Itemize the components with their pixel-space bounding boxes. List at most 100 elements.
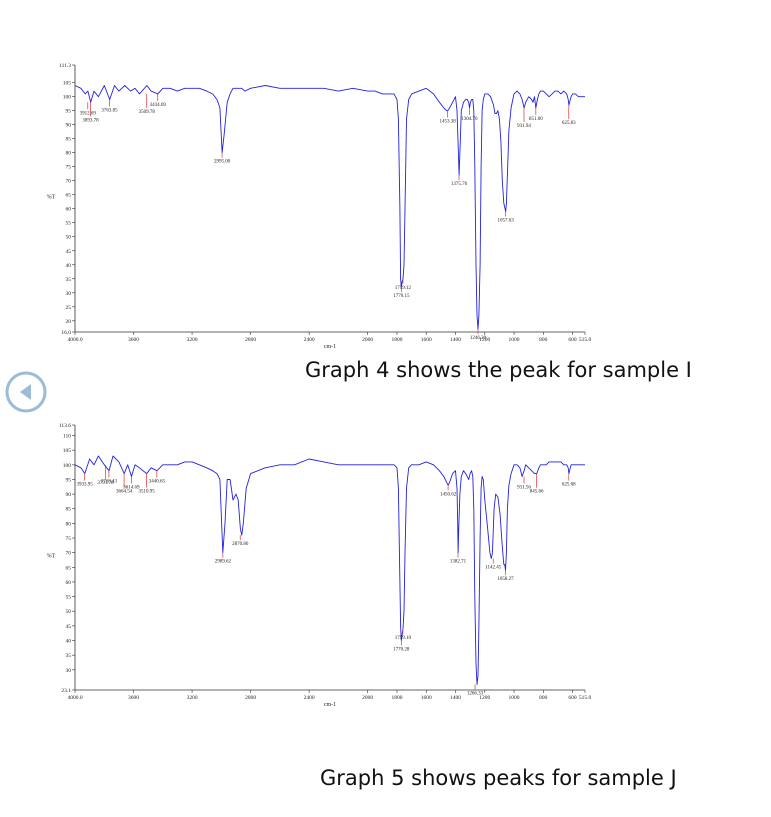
peak-label: 1304.70 [461, 117, 478, 122]
peak-label: 3440.65 [149, 480, 166, 485]
y-tick-label: 65 [66, 565, 72, 571]
peak-label: 851.00 [529, 117, 543, 122]
peak-label: 1453.38 [440, 120, 457, 125]
x-tick-label: 1600 [421, 695, 432, 701]
y-axis-label: %T [47, 554, 56, 560]
x-tick-label: 515.0 [579, 695, 592, 701]
y-tick-label: 60 [66, 207, 72, 213]
peak-label: 1142.45 [485, 566, 502, 571]
peak-label: 3763.85 [101, 108, 118, 113]
peak-label: 3509.78 [139, 110, 156, 115]
spectrum-chart-graph-5: 23.1 30 35 40 45 50 55 60 65 70 75 80 85 90 95 100 105 11… [0, 410, 771, 720]
caption-graph-4: Graph 4 shows the peak for sample I [305, 358, 692, 382]
y-tick-label: 105 [63, 81, 72, 87]
peak-label: 3510.95 [138, 490, 155, 495]
peak-label: 3893.78 [82, 118, 99, 123]
x-tick-label: 800 [539, 337, 548, 343]
y-tick-label: 23.1 [61, 688, 71, 694]
y-tick-label: 90 [66, 123, 72, 129]
peak-label: 931.94 [517, 124, 531, 129]
x-tick-label: 1600 [421, 337, 432, 343]
circle-left-arrow-icon [5, 371, 47, 413]
peak-label: 1770.28 [393, 648, 410, 653]
x-tick-label: 3600 [128, 337, 139, 343]
y-tick-label: 55 [66, 595, 72, 601]
peak-label: 1759.12 [395, 286, 412, 291]
peak-label: 3933.95 [77, 483, 94, 488]
peak-label: 1057.63 [497, 219, 514, 224]
y-tick-label: 50 [66, 609, 72, 615]
y-tick-label: 65 [66, 193, 72, 199]
x-tick-label: 1800 [391, 337, 402, 343]
peak-label: 845.66 [530, 490, 544, 495]
y-tick-label: 16.0 [61, 330, 71, 336]
y-tick-label: 30 [66, 668, 72, 674]
peak-label: 3664.54 [116, 490, 133, 495]
peak-label: 2870.86 [232, 542, 249, 547]
y-tick-label: 85 [66, 137, 72, 143]
spectrum-plot-1: 16.0 20 25 30 35 40 45 50 55 60 65 70 75 80 85 90 95 100 1… [47, 63, 592, 350]
y-tick-label: 90 [66, 492, 72, 498]
peak-label: 3614.69 [123, 486, 140, 491]
peak-label: 3912.69 [80, 111, 97, 116]
peak-label: 1058.27 [497, 577, 514, 582]
back-button[interactable] [4, 370, 48, 414]
peak-label: 1246.20 [470, 336, 487, 341]
y-tick-label: 45 [66, 624, 72, 630]
x-tick-label: 2400 [304, 337, 315, 343]
spectrum-plot-2: 23.1 30 35 40 45 50 55 60 65 70 75 80 85 90 95 100 105 11… [47, 423, 592, 708]
x-tick-label: 3200 [187, 695, 198, 701]
peak-label: 1770.15 [393, 294, 410, 299]
x-tick-label: 515.0 [579, 337, 592, 343]
x-tick-label: 2000 [362, 337, 373, 343]
x-axis-label: cm-1 [324, 702, 336, 708]
y-tick-label: 85 [66, 507, 72, 513]
x-tick-label: 3600 [128, 695, 139, 701]
peak-label: 1266.33 [467, 691, 484, 696]
x-tick-label: 1800 [391, 695, 402, 701]
y-tick-label: 75 [66, 536, 72, 542]
x-tick-label: 1000 [509, 695, 520, 701]
peak-label: 625.68 [562, 483, 576, 488]
x-tick-label: 600 [568, 337, 577, 343]
y-tick-label: 70 [66, 179, 72, 185]
spectrum-line [74, 85, 585, 330]
peak-label: 1382.71 [450, 560, 467, 565]
y-tick-label: 105 [63, 448, 72, 454]
x-tick-label: 4000.0 [67, 695, 82, 701]
x-tick-label: 2800 [245, 695, 256, 701]
y-tick-label: 113.6 [59, 423, 71, 429]
peak-label: 1375.76 [451, 182, 468, 187]
y-tick-label: 35 [66, 653, 72, 659]
y-tick-label: 45 [66, 249, 72, 255]
spectrum-chart-graph-4: 16.0 20 25 30 35 40 45 50 55 60 65 70 75 80 85 90 95 100 1… [0, 50, 771, 360]
y-tick-label: 30 [66, 291, 72, 297]
y-tick-label: 80 [66, 151, 72, 157]
y-tick-label: 110 [63, 434, 71, 440]
peak-label: 3791.78 [97, 481, 114, 486]
y-tick-label: 95 [66, 109, 72, 115]
caption-graph-5: Graph 5 shows peaks for sample J [320, 766, 677, 790]
y-tick-label: 75 [66, 165, 72, 171]
y-tick-label: 80 [66, 521, 72, 527]
x-tick-label: 600 [568, 695, 577, 701]
x-axis-label: cm-1 [324, 344, 336, 350]
x-tick-label: 1000 [509, 337, 520, 343]
y-tick-label: 50 [66, 235, 72, 241]
y-tick-label: 40 [66, 639, 72, 645]
y-tick-label: 55 [66, 221, 72, 227]
y-tick-label: 111.3 [59, 63, 71, 69]
x-tick-label: 1400 [450, 695, 461, 701]
peak-label: 3768.43 [101, 480, 118, 485]
x-tick-label: 2000 [362, 695, 373, 701]
y-tick-label: 40 [66, 263, 72, 269]
y-tick-label: 25 [66, 305, 72, 311]
y-tick-label: 20 [66, 319, 72, 325]
y-tick-label: 100 [63, 95, 72, 101]
y-tick-label: 35 [66, 277, 72, 283]
x-tick-label: 1400 [450, 337, 461, 343]
x-tick-label: 3200 [187, 337, 198, 343]
peak-label: 3434.69 [150, 103, 167, 108]
y-tick-label: 95 [66, 477, 72, 483]
peak-label: 1450.62 [440, 492, 457, 497]
